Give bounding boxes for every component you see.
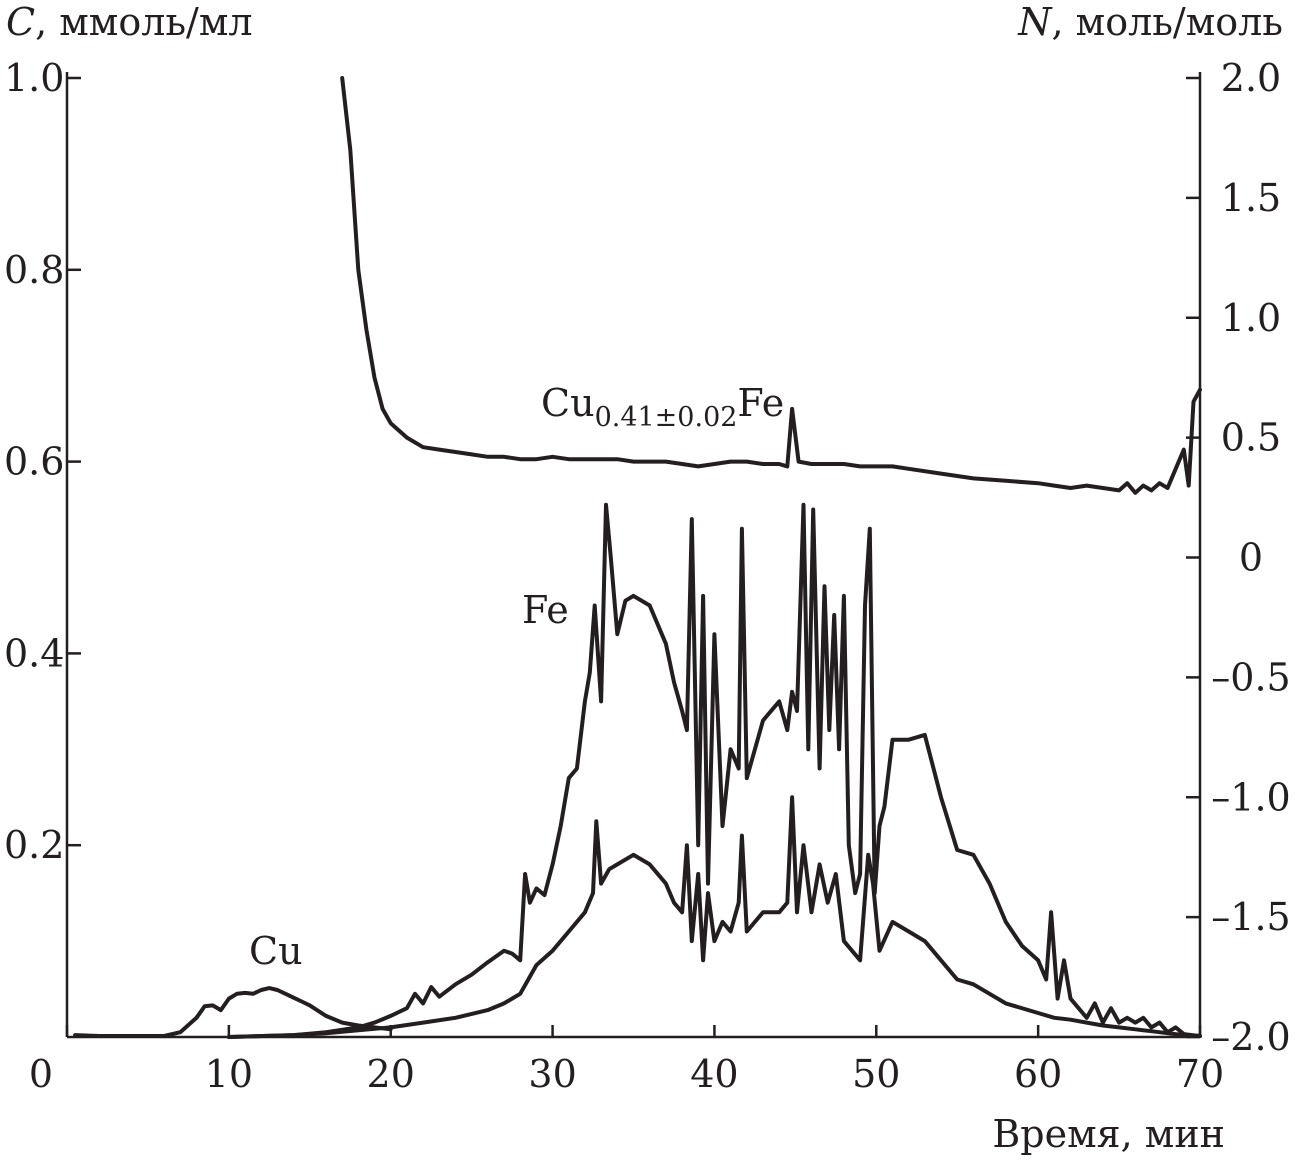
- label-cu: Cu: [249, 929, 303, 973]
- x-tick-label: 30: [528, 1052, 576, 1096]
- x-tick-label: 70: [1176, 1052, 1224, 1096]
- y-right-tick-label: –1.0: [1211, 775, 1290, 819]
- y-right-tick-label: –2.0: [1211, 1015, 1290, 1059]
- series-layer: [73, 76, 1202, 1039]
- y-right-ticks: 2.0 1.5 1.0 0.5 0 –0.5 –1.0 –1.5 –2.0: [1186, 56, 1291, 1059]
- x-tick-label: 40: [690, 1052, 738, 1096]
- label-fe: Fe: [522, 588, 569, 632]
- y-left-axis-title: C, ммоль/мл: [6, 0, 253, 44]
- series-line-2: [226, 502, 1202, 1039]
- y-left-tick-label: 0.6: [4, 440, 64, 484]
- label-ratio-tail: Fe: [737, 381, 784, 425]
- y-right-tick-label: 0: [1239, 536, 1263, 580]
- series-line-4: [340, 76, 1202, 495]
- x-tick-label: 20: [367, 1052, 415, 1096]
- axes: [65, 72, 1202, 1039]
- x-tick-label: 60: [1014, 1052, 1062, 1096]
- y-left-tick-label: 0.8: [4, 248, 64, 292]
- series-line-3: [226, 795, 1202, 1039]
- y-right-tick-label: 0.5: [1221, 416, 1281, 460]
- x-tick-label: 50: [852, 1052, 900, 1096]
- x-tick-label: 0: [29, 1052, 53, 1096]
- label-ratio-base: Cu: [541, 381, 595, 425]
- y-left-tick-label: 1.0: [4, 56, 64, 100]
- y-right-tick-label: –1.5: [1211, 895, 1290, 939]
- y-left-axis-unit: , ммоль/мл: [35, 0, 252, 44]
- label-ratio-subscript: 0.41±0.02: [595, 402, 738, 433]
- y-right-axis-unit: , моль/моль: [1052, 0, 1284, 44]
- y-right-axis-symbol: N: [1017, 0, 1053, 44]
- label-ratio: Cu0.41±0.02Fe: [541, 381, 784, 433]
- x-tick-label: 10: [205, 1052, 253, 1096]
- y-right-tick-label: 1.0: [1221, 296, 1281, 340]
- y-left-tick-label: 0.2: [4, 823, 64, 867]
- y-right-tick-label: 1.5: [1221, 176, 1281, 220]
- y-left-ticks: 1.0 0.8 0.6 0.4 0.2: [4, 56, 81, 867]
- x-ticks: 0 10 20 30 40 50 60 70: [29, 1025, 1224, 1096]
- y-right-tick-label: –0.5: [1211, 655, 1290, 699]
- series-line-1: [73, 986, 393, 1038]
- y-left-axis-symbol: C: [6, 0, 35, 44]
- y-left-tick-label: 0.4: [4, 631, 64, 675]
- y-right-tick-label: 2.0: [1221, 56, 1281, 100]
- x-axis-title: Время, мин: [992, 1112, 1225, 1156]
- y-right-axis-title: N, моль/моль: [1017, 0, 1283, 44]
